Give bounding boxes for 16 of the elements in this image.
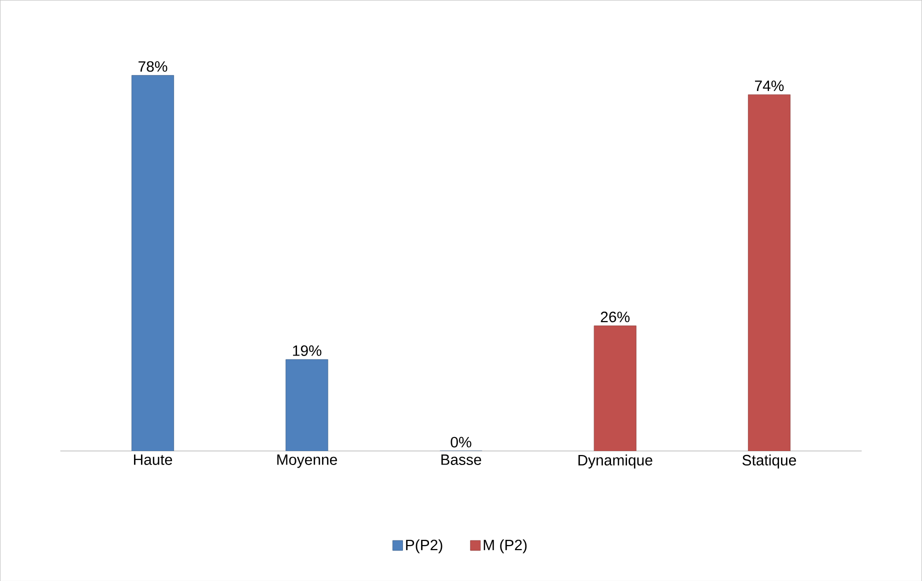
x-tick-label: Haute <box>134 454 172 465</box>
data-label: 78% <box>138 60 168 72</box>
x-tick-label: Statique <box>742 454 796 468</box>
legend-label: P(P2) <box>406 539 442 554</box>
x-tick-label: Moyenne <box>277 454 337 468</box>
bar <box>594 325 636 451</box>
bar <box>286 359 328 451</box>
bar <box>132 74 174 451</box>
x-tick-label: Dynamique <box>578 454 652 468</box>
bar <box>748 94 790 451</box>
data-label: 26% <box>600 311 630 322</box>
x-tick-label: Basse <box>441 454 482 465</box>
data-label: 19% <box>293 345 322 356</box>
data-label: 0% <box>450 436 472 448</box>
legend-label: M (P2) <box>484 539 527 554</box>
data-label: 74% <box>755 80 784 91</box>
